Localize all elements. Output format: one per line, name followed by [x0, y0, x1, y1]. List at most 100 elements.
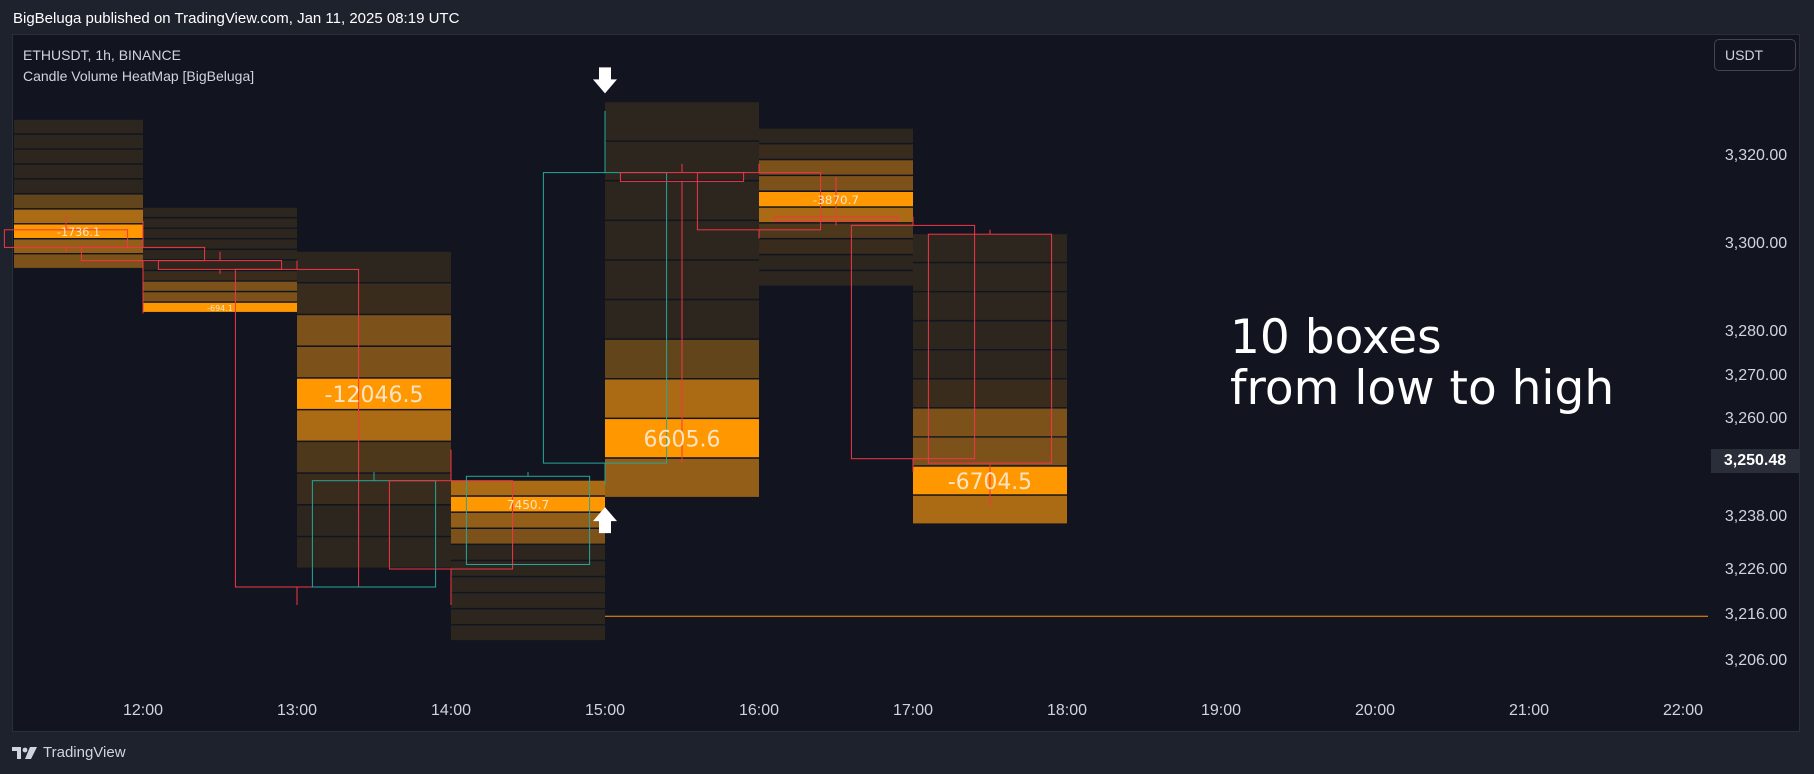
- current-price-label: 3,250.48: [1711, 449, 1799, 473]
- heat-box: [14, 164, 143, 179]
- heat-box: [913, 350, 1067, 379]
- heat-label-layer: -1736.1 -694.1 -12046.5 7450.7 6605.6 -3870.7…: [57, 193, 1032, 512]
- candle: [542, 111, 668, 486]
- price-tick-label: 3,226.00: [1725, 561, 1787, 578]
- chart-legend: ETHUSDT, 1h, BINANCE Candle Volume HeatM…: [23, 45, 254, 87]
- price-tick-label: 3,270.00: [1725, 367, 1787, 384]
- price-tick-label: 3,300.00: [1725, 235, 1787, 252]
- heat-box: [451, 609, 605, 624]
- price-tick-label: 3,260.00: [1725, 410, 1787, 427]
- price-tick-label: 3,206.00: [1725, 652, 1787, 669]
- heat-box: [297, 251, 451, 282]
- heat-box: [297, 505, 451, 536]
- heat-box: [451, 577, 605, 592]
- candle: [619, 163, 745, 464]
- heat-box: [451, 593, 605, 608]
- heat-box: [759, 144, 913, 159]
- heat-box: [759, 239, 913, 254]
- heat-box: [913, 263, 1067, 291]
- candle-body: [311, 480, 437, 588]
- candle-body: [619, 172, 745, 182]
- time-tick-label: 20:00: [1355, 702, 1395, 719]
- heat-value-label: -6704.5: [948, 470, 1032, 495]
- heat-box: [143, 292, 297, 302]
- heat-box: [143, 207, 297, 217]
- heat-box: [913, 321, 1067, 349]
- currency-button[interactable]: USDT: [1714, 39, 1796, 71]
- top-bar: BigBeluga published on TradingView.com, …: [0, 0, 1814, 34]
- heat-box: [605, 141, 759, 180]
- candle-body: [80, 246, 206, 262]
- heat-box: [143, 239, 297, 249]
- arrow-up-icon: [593, 507, 617, 534]
- heat-box: [297, 315, 451, 346]
- candle: [3, 216, 129, 252]
- time-tick-label: 21:00: [1509, 702, 1549, 719]
- heat-box: [297, 283, 451, 314]
- time-tick-label: 14:00: [431, 702, 471, 719]
- indicator-name[interactable]: Candle Volume HeatMap [BigBeluga]: [23, 68, 255, 84]
- candle-body: [773, 216, 899, 222]
- annotation-line-2: from low to high: [1230, 361, 1615, 416]
- heat-box: [451, 496, 605, 512]
- heat-box: [913, 292, 1067, 320]
- heat-box: [14, 239, 143, 253]
- heat-box: [605, 458, 759, 497]
- heat-box: [913, 408, 1067, 437]
- heat-box: [297, 378, 451, 409]
- candle: [80, 221, 206, 314]
- heat-box: [143, 302, 297, 312]
- candle-body: [3, 229, 129, 248]
- time-tick-label: 18:00: [1047, 702, 1087, 719]
- candle: [773, 177, 899, 226]
- heat-box: [913, 234, 1067, 262]
- time-tick-label: 22:00: [1663, 702, 1703, 719]
- candle-body: [696, 172, 822, 231]
- heat-box: [14, 209, 143, 224]
- heat-box: [759, 128, 913, 143]
- candle: [465, 471, 591, 565]
- heat-box: [143, 260, 297, 270]
- heat-box: [759, 255, 913, 270]
- heat-box: [143, 271, 297, 281]
- heat-box: [451, 625, 605, 641]
- heat-box: [451, 480, 605, 496]
- symbol-info[interactable]: ETHUSDT, 1h, BINANCE: [23, 47, 181, 63]
- annotation-line-1: 10 boxes: [1230, 310, 1442, 365]
- heat-box: [297, 410, 451, 441]
- candle-body: [465, 475, 591, 565]
- time-tick-label: 15:00: [585, 702, 625, 719]
- time-tick-label: 13:00: [277, 702, 317, 719]
- heat-box: [451, 545, 605, 560]
- heat-value-label: -3870.7: [813, 193, 859, 207]
- heat-value-label: 7450.7: [507, 498, 549, 512]
- candle-body: [542, 172, 668, 464]
- heat-box: [143, 281, 297, 291]
- arrow-layer: [593, 67, 617, 534]
- heat-box: [451, 561, 605, 576]
- time-tick-label: 16:00: [739, 702, 779, 719]
- price-tick-label: 3,320.00: [1725, 147, 1787, 164]
- candle-body: [850, 224, 976, 460]
- heat-box: [143, 228, 297, 238]
- arrow-down-icon: [593, 67, 617, 94]
- candle-body: [234, 268, 360, 588]
- time-tick-label: 17:00: [893, 702, 933, 719]
- heat-box: [297, 537, 451, 568]
- heat-box: [605, 102, 759, 141]
- heat-value-label: -1736.1: [57, 226, 100, 239]
- heat-value-label: 6605.6: [644, 428, 721, 453]
- heat-box: [913, 437, 1067, 466]
- price-tick-label: 3,216.00: [1725, 606, 1787, 623]
- price-axis: 3,206.00 3,216.00 3,226.00 3,238.00 3,260.00…: [1725, 147, 1787, 669]
- heat-box: [14, 179, 143, 194]
- price-tick-label: 3,238.00: [1725, 508, 1787, 525]
- candle-layer: [3, 111, 1053, 605]
- candle: [234, 260, 360, 605]
- heat-box: [14, 119, 143, 134]
- published-info: BigBeluga published on TradingView.com, …: [13, 10, 460, 27]
- footer[interactable]: TradingView: [12, 744, 126, 761]
- heat-box: [14, 224, 143, 238]
- heat-box: [14, 134, 143, 149]
